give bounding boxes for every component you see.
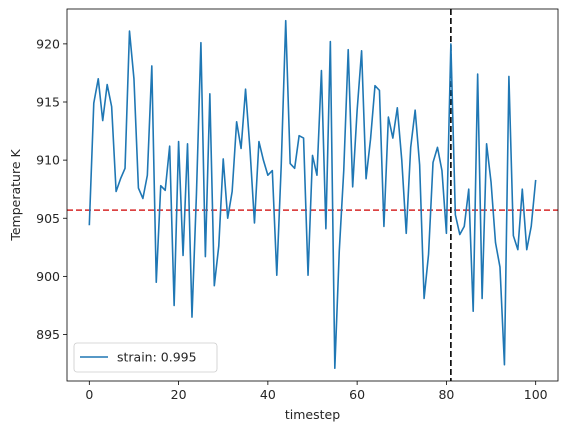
x-tick-label: 40 — [260, 387, 276, 402]
series-line — [88, 19, 537, 370]
y-tick-label: 910 — [36, 153, 60, 168]
legend-label: strain: 0.995 — [117, 350, 197, 365]
series-layer — [88, 19, 537, 370]
y-tick-label: 900 — [36, 269, 60, 284]
x-tick-label: 0 — [85, 387, 93, 402]
axes-frame — [66, 8, 559, 382]
y-axis-label: Temperature K — [8, 149, 23, 242]
y-axis: 895 900 905 910 915 920 — [36, 36, 67, 342]
x-tick-label: 100 — [524, 387, 548, 402]
x-tick-label: 80 — [438, 387, 454, 402]
y-tick-label: 920 — [36, 36, 60, 51]
legend: strain: 0.995 — [73, 342, 218, 373]
x-tick-label: 20 — [171, 387, 187, 402]
y-tick-label: 895 — [36, 327, 60, 342]
reference-lines — [67, 9, 558, 381]
x-axis-label: timestep — [285, 407, 340, 422]
x-axis: 0 20 40 60 80 100 — [85, 381, 548, 402]
y-tick-label: 905 — [36, 211, 60, 226]
legend-box — [73, 342, 218, 373]
x-tick-label: 60 — [349, 387, 365, 402]
y-tick-label: 915 — [36, 95, 60, 110]
